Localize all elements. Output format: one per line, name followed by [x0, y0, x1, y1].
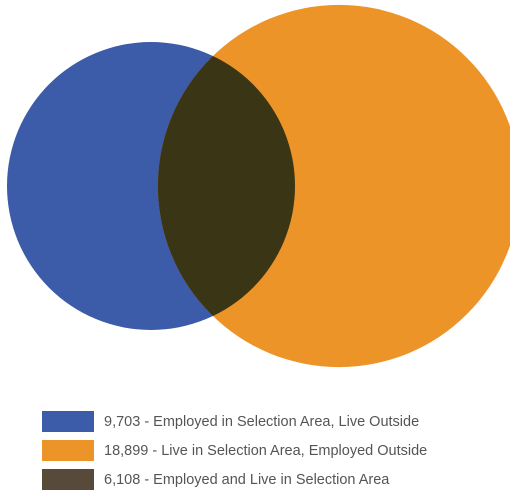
legend-swatch-employed-and-live — [42, 469, 94, 490]
legend-label-employed-in-area: 9,703 - Employed in Selection Area, Live… — [104, 413, 420, 430]
legend-item-live-in-area: 18,899 - Live in Selection Area, Employe… — [42, 440, 502, 461]
legend-label-employed-and-live: 6,108 - Employed and Live in Selection A… — [104, 471, 390, 488]
venn-diagram — [7, 4, 510, 368]
legend-swatch-employed-in-area — [42, 411, 94, 432]
legend-item-employed-and-live: 6,108 - Employed and Live in Selection A… — [42, 469, 502, 490]
legend-label-live-in-area: 18,899 - Live in Selection Area, Employe… — [104, 442, 428, 459]
legend-swatch-live-in-area — [42, 440, 94, 461]
legend-item-employed-in-area: 9,703 - Employed in Selection Area, Live… — [42, 411, 502, 432]
overlap-region — [157, 42, 295, 330]
legend: 9,703 - Employed in Selection Area, Live… — [42, 411, 502, 498]
